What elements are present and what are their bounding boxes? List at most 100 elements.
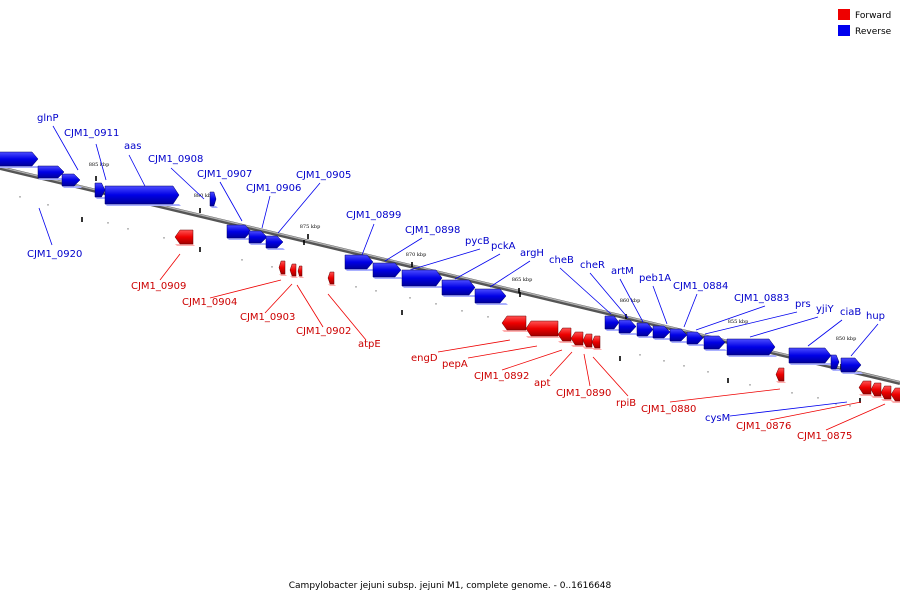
gene-arrow-forward <box>775 367 786 383</box>
gene-arrow-forward <box>557 327 573 343</box>
gene-arrow-reverse <box>686 331 705 346</box>
connector-prs <box>704 311 798 335</box>
gene-arrow-forward <box>297 265 304 278</box>
gene-label-ciab: ciaB <box>840 307 861 318</box>
connector-cjm1-0907 <box>219 181 243 222</box>
gene-label-cjm1-0911: CJM1_0911 <box>64 128 119 139</box>
gene-label-yjiy: yjiY <box>816 304 834 315</box>
gene-label-cjm1-0880: CJM1_0880 <box>641 404 696 415</box>
legend: Forward Reverse <box>838 9 892 37</box>
connector-cjm1-0904 <box>209 279 282 299</box>
gene-label-cjm1-0903: CJM1_0903 <box>240 312 295 323</box>
gene-label-apt: apt <box>534 378 550 389</box>
gene-arrow-reverse <box>401 269 444 288</box>
gene-features <box>0 151 900 403</box>
gene-arrow-reverse <box>209 191 218 208</box>
gene-arrow-forward <box>570 331 585 347</box>
connector-peb1a <box>652 285 668 325</box>
gene-label-artm: artM <box>611 266 634 277</box>
connector-cjm1-0909 <box>159 253 181 281</box>
kbp-label: 885 kbp <box>89 162 110 168</box>
legend-forward-swatch <box>838 9 850 20</box>
gene-arrow-reverse <box>618 319 638 335</box>
gene-arrow-reverse <box>726 338 777 357</box>
scale-ticks <box>19 176 861 407</box>
connector-atpe <box>327 293 367 341</box>
gene-arrow-reverse <box>830 354 841 371</box>
kbp-label: 865 kbp <box>512 277 533 283</box>
gene-label-cjm1-0902: CJM1_0902 <box>296 326 351 337</box>
gene-label-engd: engD <box>411 353 438 364</box>
connector-cjm1-0908 <box>170 167 205 200</box>
connector-artm <box>619 278 644 323</box>
gene-label-cjm1-0908: CJM1_0908 <box>148 154 203 165</box>
label-connectors <box>38 125 886 431</box>
connector-cjm1-0883 <box>695 305 766 331</box>
connector-cjm1-0905 <box>277 182 321 234</box>
gene-label-cjm1-0892: CJM1_0892 <box>474 371 529 382</box>
connector-cjm1-0875 <box>825 403 886 431</box>
connector-cheb <box>559 267 612 315</box>
gene-label-cjm1-0907: CJM1_0907 <box>197 169 252 180</box>
gene-label-cjm1-0904: CJM1_0904 <box>182 297 237 308</box>
connector-cjm1-0890 <box>583 353 591 387</box>
kbp-label: 860 kbp <box>620 298 641 304</box>
gene-arrow-reverse <box>0 151 40 168</box>
gene-label-pepa: pepA <box>442 359 468 370</box>
gene-arrow-forward <box>890 387 900 403</box>
connector-cher <box>589 272 629 319</box>
gene-arrow-reverse <box>636 322 655 338</box>
connector-cjm1-0876 <box>769 401 862 421</box>
gene-arrow-reverse <box>441 279 477 297</box>
connector-ciab <box>807 319 843 347</box>
kbp-label: 870 kbp <box>406 252 427 258</box>
gene-label-cjm1-0884: CJM1_0884 <box>673 281 728 292</box>
kbp-label: 855 kbp <box>728 319 749 325</box>
connector-cjm1-0906 <box>261 195 271 229</box>
gene-arrow-forward <box>327 271 336 286</box>
connector-cjm1-0902 <box>296 284 324 328</box>
connector-yjiy <box>749 316 819 338</box>
connector-pcka <box>454 253 501 280</box>
gene-arrow-forward <box>501 315 528 332</box>
connector-argh <box>489 260 531 288</box>
gene-label-peb1a: peb1A <box>639 273 671 284</box>
connector-glnp <box>52 125 79 171</box>
gene-arrow-forward <box>289 263 298 278</box>
gene-arrow-reverse <box>226 224 253 240</box>
gene-label-cjm1-0909: CJM1_0909 <box>131 281 186 292</box>
gene-arrow-reverse <box>788 347 833 365</box>
gene-arrow-reverse <box>703 335 727 351</box>
gene-arrow-reverse <box>652 325 672 340</box>
gene-label-prs: prs <box>795 299 811 310</box>
gene-label-cjm1-0890: CJM1_0890 <box>556 388 611 399</box>
gene-arrow-reverse <box>372 262 403 279</box>
gene-arrow-forward <box>174 229 195 246</box>
connector-engd <box>437 339 511 353</box>
connector-cjm1-0899 <box>361 223 375 256</box>
kbp-labels: 885 kbp 880 kbp 875 kbp 870 kbp 865 kbp 860 k… <box>89 162 857 342</box>
gene-label-argh: argH <box>520 248 544 259</box>
gene-label-cjm1-0876: CJM1_0876 <box>736 421 791 432</box>
connector-cjm1-0898 <box>384 237 423 262</box>
legend-forward-label: Forward <box>855 11 891 21</box>
connector-cjm1-0903 <box>264 283 293 314</box>
gene-label-rpib: rpiB <box>616 398 636 409</box>
gene-arrow-forward <box>858 380 873 396</box>
gene-label-glnp: glnP <box>37 113 59 124</box>
connector-apt <box>549 351 573 377</box>
connector-pepa <box>467 345 538 359</box>
gene-arrow-reverse <box>669 328 689 343</box>
kbp-label: 880 kbp <box>194 193 215 199</box>
gene-label-atpe: atpE <box>358 339 381 350</box>
gene-arrow-reverse <box>61 173 82 188</box>
gene-label-cjm1-0920: CJM1_0920 <box>27 249 82 260</box>
connector-cjm1-0911 <box>95 143 107 181</box>
genome-caption: Campylobacter jejuni subsp. jejuni M1, c… <box>289 581 612 591</box>
gene-arrow-reverse <box>474 288 508 305</box>
gene-label-cjm1-0906: CJM1_0906 <box>246 183 301 194</box>
connector-cjm1-0920 <box>38 207 53 246</box>
connector-cjm1-0884 <box>683 293 698 328</box>
